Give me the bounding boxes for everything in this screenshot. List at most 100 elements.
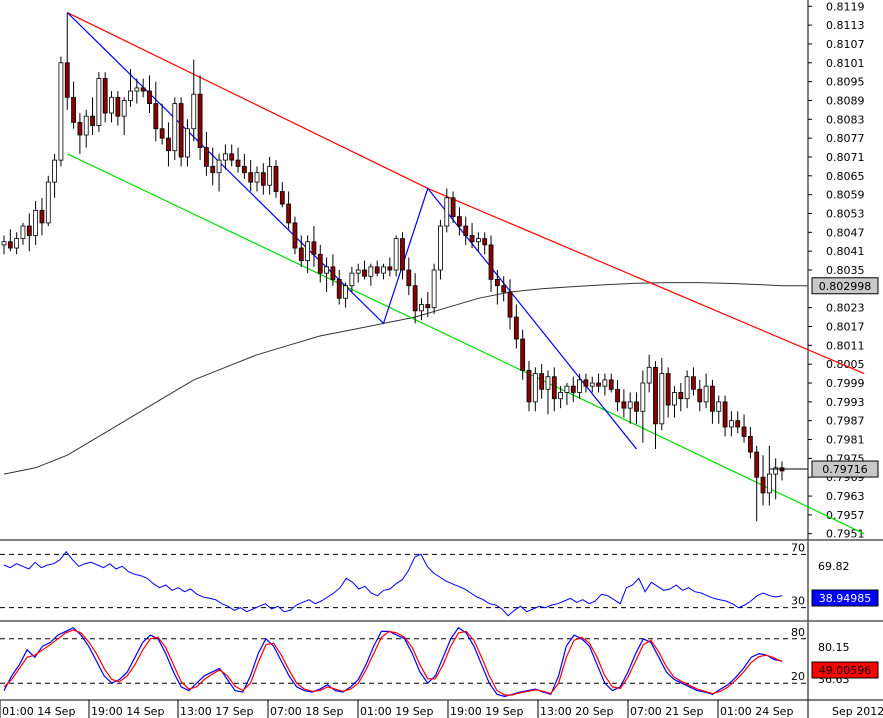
- candle: [20, 222, 26, 245]
- candle: [450, 191, 456, 223]
- candle-body-down: [570, 385, 576, 393]
- moving-average-tag: 0.802998: [811, 277, 879, 295]
- candle: [33, 200, 39, 245]
- candle: [558, 386, 564, 409]
- candle-body-down: [463, 225, 469, 236]
- current-price-tag-label: 0.79716: [822, 463, 868, 476]
- candle: [292, 216, 298, 255]
- candle: [324, 257, 329, 292]
- candle: [362, 260, 367, 280]
- candle-body-down: [204, 147, 209, 167]
- candle-body-up: [728, 420, 734, 428]
- candle: [457, 207, 462, 236]
- candle: [1, 235, 7, 255]
- price-tick-label: 0.8041: [826, 245, 865, 258]
- candle-body-down: [621, 401, 627, 409]
- candle-body-up: [96, 78, 102, 126]
- candle-body-down: [387, 266, 393, 271]
- candle: [109, 91, 114, 123]
- stochastic-upper-scale-label: 80.15: [818, 641, 850, 654]
- candle-body-up: [393, 238, 399, 271]
- candle: [400, 232, 405, 280]
- candle-body-down: [760, 476, 766, 494]
- candle-body-up: [254, 172, 260, 183]
- candle: [640, 370, 646, 443]
- candle-body-down: [159, 128, 165, 139]
- candle: [77, 113, 83, 154]
- candle-body-down: [210, 165, 216, 174]
- candle: [298, 235, 304, 267]
- candle-body-down: [747, 435, 753, 453]
- price-tick-label: 0.8077: [826, 132, 865, 145]
- candle: [39, 197, 45, 236]
- candle-body-up: [766, 473, 772, 494]
- candle-body-up: [381, 266, 386, 274]
- candle: [475, 232, 481, 252]
- stochastic-d-line: [3, 629, 783, 696]
- candle-body-up: [58, 62, 64, 161]
- candle: [577, 373, 582, 399]
- candle-body-up: [128, 90, 133, 101]
- candle-body-up: [444, 197, 450, 227]
- candle-body-down: [469, 235, 475, 243]
- candle: [627, 392, 633, 424]
- candle-body-up: [52, 159, 58, 183]
- candle-body-down: [229, 153, 235, 161]
- candle-body-down: [539, 373, 545, 390]
- x-axis-tick-label: 19:00 19 Sep: [450, 705, 523, 718]
- candle-body-down: [71, 96, 76, 123]
- price-tick-label: 0.8065: [826, 170, 865, 183]
- moving-average-tag-box: [811, 277, 879, 295]
- candle: [216, 153, 222, 192]
- price-tick-label: 0.8023: [826, 302, 865, 315]
- candle: [222, 144, 228, 170]
- candle: [779, 461, 785, 481]
- candle-body-down: [615, 388, 620, 403]
- candle: [501, 276, 507, 302]
- candle-body-up: [216, 159, 222, 174]
- candle: [589, 376, 595, 393]
- candle: [608, 373, 614, 393]
- rsi-current-tag-box: [811, 589, 879, 607]
- rsi-level-70-label: 70: [791, 541, 805, 554]
- candle: [393, 235, 399, 277]
- candle-body-up: [109, 96, 114, 114]
- candle-body-down: [551, 376, 557, 400]
- candle: [583, 373, 589, 393]
- candle-body-down: [311, 241, 317, 255]
- candle-body-down: [248, 172, 254, 183]
- stochastic-panel: 80 20 80.15 36.63 49.00596: [0, 622, 883, 701]
- candle: [678, 383, 684, 412]
- candle: [254, 166, 260, 192]
- candle-body-down: [317, 253, 323, 274]
- candle-body-down: [697, 388, 703, 403]
- candle-body-up: [640, 382, 646, 412]
- candle-body-down: [665, 373, 671, 406]
- candle-body-up: [545, 376, 551, 390]
- candle: [336, 270, 342, 305]
- price-tick-label: 0.8071: [826, 151, 865, 164]
- candle-body-up: [659, 373, 665, 425]
- candle: [52, 153, 58, 198]
- candle: [697, 379, 703, 412]
- candle: [482, 232, 488, 255]
- candle: [646, 354, 652, 393]
- candle-body-down: [741, 426, 747, 437]
- candle-body-up: [172, 103, 178, 152]
- candle-body-up: [684, 376, 690, 400]
- candle: [596, 373, 601, 393]
- candle: [539, 364, 545, 399]
- candle: [469, 222, 475, 249]
- candle-body-down: [406, 269, 412, 287]
- candle-body-down: [482, 238, 488, 246]
- x-axis-tick-label: 01:00 14 Sep: [2, 705, 75, 718]
- candle: [71, 81, 76, 129]
- candle: [602, 373, 608, 396]
- x-axis-tick-labels: 01:00 14 Sep 19:00 14 Sep 13:00 17 Sep 07:0…: [0, 700, 793, 718]
- candle: [153, 81, 159, 142]
- candle: [747, 426, 753, 459]
- price-tick-label: 0.7987: [826, 415, 865, 428]
- rsi-panel: 70 30 69.82 38.94985: [0, 541, 883, 622]
- candle-body-up: [589, 382, 595, 387]
